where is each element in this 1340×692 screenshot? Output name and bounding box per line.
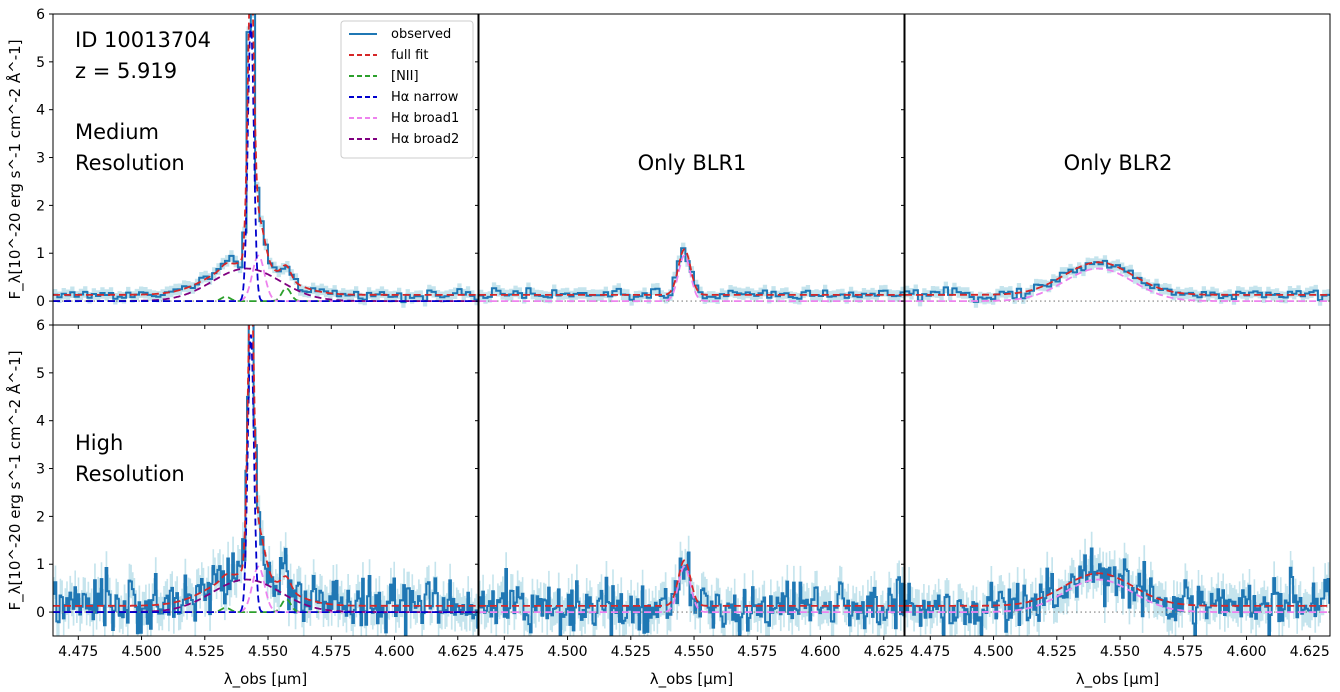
ha-narrow-curve [53, 23, 478, 302]
error-band [53, 325, 478, 636]
x-tick-label: 4.600 [800, 644, 840, 660]
observed-spectrum [479, 551, 904, 636]
observed-spectrum [53, 325, 478, 636]
x-tick-label: 4.625 [1290, 644, 1330, 660]
y-tick-label: 6 [36, 7, 45, 23]
row1-label-line1: Medium [75, 120, 159, 144]
x-axis-label: λ_obs [µm] [1076, 670, 1160, 689]
y-tick-label: 3 [36, 151, 45, 167]
col3-title: Only BLR2 [1064, 151, 1173, 175]
x-tick-label: 4.475 [484, 644, 524, 660]
y-tick-label: 6 [36, 318, 45, 334]
x-tick-label: 4.475 [910, 644, 950, 660]
x-tick-label: 4.500 [973, 644, 1013, 660]
y-tick-label: 5 [36, 55, 45, 71]
y-tick-label: 1 [36, 557, 45, 573]
legend-label: Hα broad2 [391, 132, 459, 147]
panel-frame [478, 324, 905, 637]
legend: observed full fit [NII] Hα narrow Hα broad1 H… [340, 20, 474, 159]
x-tick-label: 4.625 [864, 644, 904, 660]
y-tick-label: 2 [36, 509, 45, 525]
y-tick-label: 1 [36, 246, 45, 262]
panel-frame [904, 324, 1331, 637]
full-fit-curve [53, 325, 478, 607]
x-tick-label: 4.575 [737, 644, 777, 660]
x-tick-label: 4.500 [121, 644, 161, 660]
error-band [905, 531, 1330, 636]
ha-broad2-curve [905, 267, 1330, 302]
x-tick-label: 4.550 [248, 644, 288, 660]
x-tick-label: 4.550 [674, 644, 714, 660]
row2-label-line2: Resolution [75, 462, 185, 486]
row1-label-line2: Resolution [75, 151, 185, 175]
panel-high-full [49, 324, 479, 640]
y-tick-label: 2 [36, 198, 45, 214]
legend-label: Hα narrow [391, 90, 459, 105]
full-fit-curve [53, 14, 478, 296]
full-fit-curve [479, 559, 904, 607]
error-band [53, 14, 478, 308]
y-tick-label: 5 [36, 366, 45, 382]
y-tick-label: 4 [36, 414, 45, 430]
x-tick-label: 4.475 [58, 644, 98, 660]
x-tick-label: 4.600 [1226, 644, 1266, 660]
panel-medium-full [49, 13, 479, 329]
x-tick-label: 4.575 [311, 644, 351, 660]
ha-broad2-curve [905, 578, 1330, 613]
error-band [905, 255, 1330, 308]
y-tick-label: 4 [36, 103, 45, 119]
col2-title: Only BLR1 [638, 151, 747, 175]
full-fit-curve [479, 248, 904, 296]
y-tick-label: 0 [36, 605, 45, 621]
panel-high-blr1 [475, 324, 905, 640]
observed-spectrum [905, 547, 1330, 636]
y-axis-label: F_λ[10^-20 erg s^-1 cm^-2 Å^-1] [5, 39, 25, 299]
x-axis-label: λ_obs [µm] [224, 670, 308, 689]
panel-high-blr2 [901, 324, 1331, 640]
panel-frame [52, 324, 479, 637]
full-fit-curve [905, 261, 1330, 296]
x-tick-label: 4.550 [1100, 644, 1140, 660]
x-tick-label: 4.600 [374, 644, 414, 660]
y-tick-label: 3 [36, 462, 45, 478]
x-tick-label: 4.525 [185, 644, 225, 660]
redshift-label: z = 5.919 [75, 59, 177, 83]
ha-broad1-curve [479, 254, 904, 302]
x-tick-label: 4.525 [1037, 644, 1077, 660]
full-fit-curve [905, 572, 1330, 607]
panel-medium-blr1 [475, 13, 905, 329]
y-tick-label: 0 [36, 294, 45, 310]
legend-label: Hα broad1 [391, 111, 459, 126]
row2-label-line1: High [75, 431, 123, 455]
x-tick-label: 4.625 [438, 644, 478, 660]
ha-narrow-curve [53, 334, 478, 613]
legend-label: observed [391, 27, 451, 42]
ha-broad1-curve [479, 565, 904, 613]
legend-label: full fit [391, 48, 428, 63]
object-id-label: ID 10013704 [75, 28, 211, 52]
y-axis-label: F_λ[10^-20 erg s^-1 cm^-2 Å^-1] [5, 350, 25, 610]
x-tick-label: 4.500 [547, 644, 587, 660]
x-tick-label: 4.525 [611, 644, 651, 660]
legend-label: [NII] [391, 69, 419, 84]
x-tick-label: 4.575 [1163, 644, 1203, 660]
x-axis-label: λ_obs [µm] [650, 670, 734, 689]
